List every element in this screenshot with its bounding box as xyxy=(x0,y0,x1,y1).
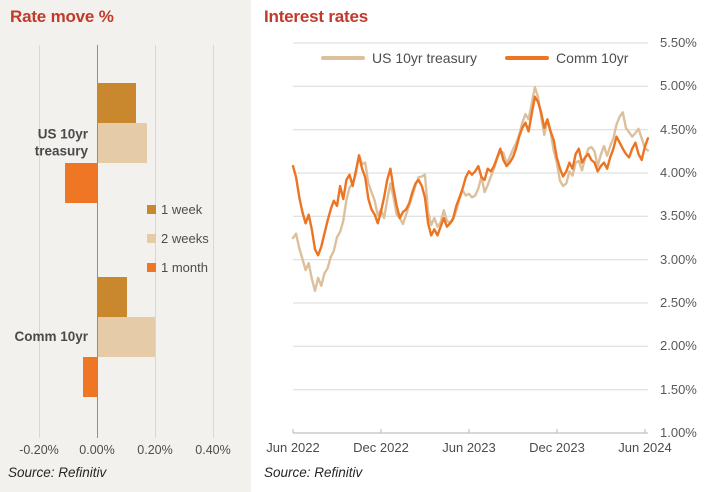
bar-us-10yr-treasury-2-weeks xyxy=(98,123,148,163)
line-legend-item-comm-10yr: Comm 10yr xyxy=(505,50,628,66)
legend-label: 2 weeks xyxy=(161,230,209,246)
bar-comm-10yr-2-weeks xyxy=(98,317,155,357)
bar-category-label: Comm 10yr xyxy=(14,328,88,344)
line-legend-item-us-10yr-treasury: US 10yr treasury xyxy=(321,50,477,66)
legend-swatch-1-month xyxy=(147,262,156,272)
legend-line-swatch-us-10yr-treasury xyxy=(321,56,365,60)
interest-rates-title: Interest rates xyxy=(264,7,368,26)
interest-rates-line-chart xyxy=(291,42,650,434)
bar-x-tick-label: -0.20% xyxy=(19,443,59,457)
bar-comm-10yr-1-week xyxy=(98,277,127,317)
legend-label: US 10yr treasury xyxy=(372,50,478,66)
bar-category-label: US 10yr treasury xyxy=(34,126,88,159)
legend-label: Comm 10yr xyxy=(556,50,629,66)
legend-swatch-1-week xyxy=(147,204,156,214)
bar-x-tick-label: 0.20% xyxy=(137,443,173,457)
rate-move-source: Source: Refinitiv xyxy=(8,465,107,480)
legend-swatch-2-weeks xyxy=(147,233,156,243)
bar-x-tick-label: 0.00% xyxy=(79,443,115,457)
rate-move-panel: Rate move % -0.20% 0.00% 0.20% 0.40% US 10yr… xyxy=(0,0,251,492)
interest-rates-legend: US 10yr treasury Comm 10yr xyxy=(321,50,628,66)
series-line-us-10yr-treasury xyxy=(291,85,650,293)
legend-label: 1 week xyxy=(161,201,203,217)
interest-rates-panel: Interest rates US 10yr treasury Comm 10yr… xyxy=(251,0,705,492)
bar-zero-line xyxy=(97,45,98,438)
bar-gridline xyxy=(39,45,40,438)
bar-us-10yr-treasury-1-week xyxy=(98,83,136,123)
bar-comm-10yr-1-month xyxy=(82,357,97,397)
rate-move-bar-chart: -0.20% 0.00% 0.20% 0.40% US 10yr treasury Com… xyxy=(0,0,251,492)
bar-x-tick-label: 0.40% xyxy=(195,443,231,457)
bar-legend-item: 1 week xyxy=(147,201,203,217)
bar-legend-item: 2 weeks xyxy=(147,230,209,246)
bar-gridline xyxy=(213,45,214,438)
legend-label: 1 month xyxy=(161,259,208,275)
interest-rates-source: Source: Refinitiv xyxy=(264,465,363,480)
bar-us-10yr-treasury-1-month xyxy=(65,163,97,203)
rate-move-title: Rate move % xyxy=(10,7,114,26)
bar-legend-item: 1 month xyxy=(147,259,208,275)
series-line-comm-10yr xyxy=(291,95,650,257)
legend-line-swatch-comm-10yr xyxy=(505,56,550,60)
